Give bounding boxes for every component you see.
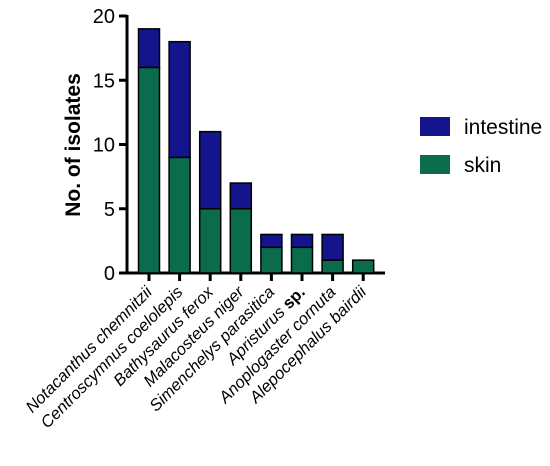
bar-segment-intestine — [321, 233, 344, 261]
legend-swatch-skin — [420, 155, 450, 174]
bar-segment-intestine — [260, 233, 283, 249]
y-tick-label: 0 — [104, 263, 115, 285]
bar-segment-skin — [260, 246, 283, 274]
y-tick-label: 15 — [93, 70, 115, 92]
bar-segment-intestine — [290, 233, 314, 249]
bar-segment-skin — [290, 246, 314, 274]
bar-segment-intestine — [137, 28, 161, 69]
y-tick-label: 5 — [104, 199, 115, 221]
bar-segment-intestine — [198, 130, 222, 210]
y-axis-title: No. of isolates — [62, 73, 85, 217]
bar-segment-skin — [229, 208, 253, 274]
category-label: Notacanthus chemnitzii — [22, 282, 156, 416]
bar-segment-skin — [137, 66, 161, 274]
bar-segment-skin — [351, 259, 375, 274]
bar-segment-skin — [321, 259, 344, 274]
bar-segment-skin — [168, 156, 191, 274]
y-axis: 0 5 10 15 20 — [93, 6, 129, 285]
legend: intestine skin — [420, 116, 542, 177]
legend-label-skin: skin — [464, 154, 501, 177]
bar-segment-intestine — [229, 182, 253, 210]
y-tick-label: 10 — [93, 135, 115, 157]
legend-label-intestine: intestine — [464, 116, 542, 139]
y-tick-label: 20 — [93, 6, 115, 28]
x-axis — [125, 271, 385, 281]
legend-swatch-intestine — [420, 117, 450, 136]
bars — [137, 28, 375, 274]
bar-segment-intestine — [168, 40, 191, 159]
bar-segment-skin — [198, 208, 222, 274]
